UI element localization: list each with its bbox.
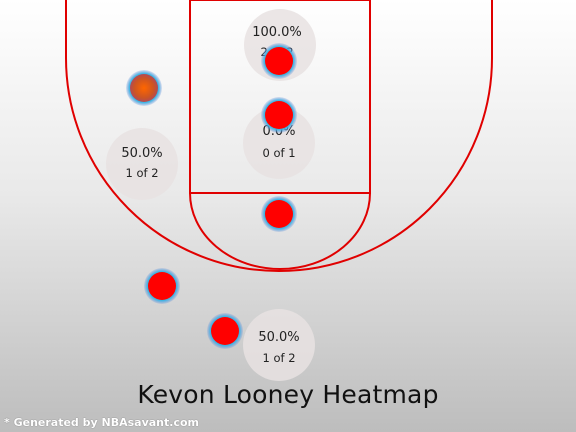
zone-percentage: 50.0% (121, 146, 162, 161)
three-point-line (65, 0, 493, 272)
shot-dot (148, 272, 176, 300)
chart-title: Kevon Looney Heatmap (137, 380, 439, 409)
zone-circle (243, 107, 315, 179)
shot-dot (265, 200, 293, 228)
zone-bottom-center: 50.0% 1 of 2 (243, 309, 315, 381)
free-throw-circle (189, 192, 371, 270)
zone-circle (243, 309, 315, 381)
zone-made-of: 0 of 1 (262, 146, 295, 160)
shot-marker (261, 43, 297, 79)
zone-circle (106, 128, 178, 200)
shot-dot (211, 317, 239, 345)
shot-dot (265, 101, 293, 129)
shots-layer (126, 43, 297, 349)
zone-made-of: 1 of 2 (125, 166, 158, 180)
shot-dot (130, 74, 158, 102)
zone-percentage: 100.0% (252, 25, 302, 40)
shot-dot (265, 47, 293, 75)
shot-marker (144, 268, 180, 304)
shot-marker (207, 313, 243, 349)
zone-percentage: 50.0% (258, 330, 299, 345)
paint-lane (189, 0, 371, 194)
zone-left-midrange: 50.0% 1 of 2 (106, 128, 178, 200)
shot-marker (126, 70, 162, 106)
zone-made-of: 1 of 2 (262, 351, 295, 365)
shot-marker (261, 97, 297, 133)
shot-marker (261, 196, 297, 232)
credit-text: * Generated by NBAsavant.com (4, 416, 199, 429)
